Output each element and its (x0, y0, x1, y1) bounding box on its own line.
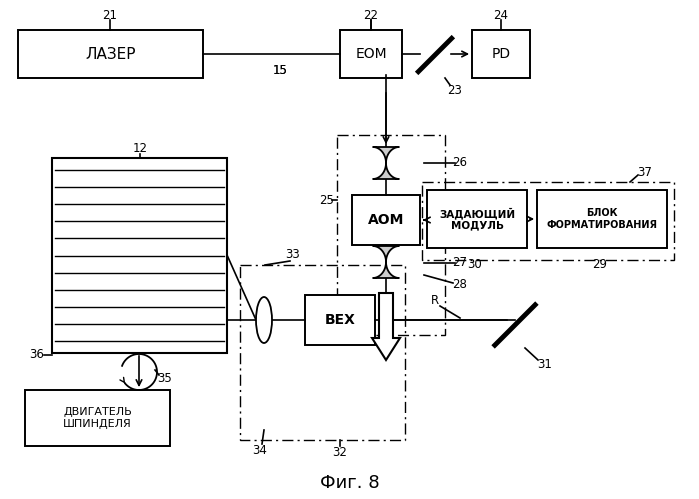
Ellipse shape (256, 297, 272, 343)
Text: ЗАДАЮЩИЙ
МОДУЛЬ: ЗАДАЮЩИЙ МОДУЛЬ (439, 207, 515, 231)
Text: Фиг. 8: Фиг. 8 (320, 474, 380, 492)
Bar (352, 195, 420, 245)
Text: 27: 27 (452, 256, 468, 269)
Text: 29: 29 (593, 258, 607, 271)
Text: 24: 24 (493, 8, 508, 21)
Text: 31: 31 (538, 358, 552, 371)
Text: BEX: BEX (324, 313, 355, 327)
Text: 30: 30 (468, 258, 482, 271)
Text: PD: PD (491, 47, 510, 61)
Polygon shape (373, 246, 399, 278)
Text: 33: 33 (286, 249, 301, 261)
Bar (305, 295, 375, 345)
Text: 15: 15 (273, 63, 287, 76)
Text: АОМ: АОМ (368, 213, 404, 227)
Text: 23: 23 (447, 83, 463, 96)
Bar (537, 190, 667, 248)
Polygon shape (373, 147, 399, 179)
Text: 26: 26 (452, 157, 468, 170)
Bar (472, 30, 530, 78)
Bar (52, 158, 227, 353)
Text: 37: 37 (637, 166, 652, 179)
Bar (18, 30, 203, 78)
Text: ЛАЗЕР: ЛАЗЕР (85, 46, 136, 61)
Text: 28: 28 (452, 278, 468, 291)
Bar (25, 390, 170, 446)
Bar (340, 30, 402, 78)
Bar (337, 135, 445, 335)
Text: R: R (431, 293, 439, 306)
Text: 35: 35 (158, 371, 173, 385)
Text: 36: 36 (29, 348, 45, 361)
Bar (427, 190, 527, 248)
Text: 12: 12 (133, 142, 147, 155)
Text: БЛОК
ФОРМАТИРОВАНИЯ: БЛОК ФОРМАТИРОВАНИЯ (547, 208, 658, 230)
Bar (240, 265, 405, 440)
Text: 21: 21 (103, 8, 117, 21)
Text: 15: 15 (273, 63, 287, 76)
Text: 22: 22 (363, 8, 378, 21)
Polygon shape (372, 293, 400, 360)
Text: 25: 25 (319, 194, 334, 207)
Text: ДВИГАТЕЛЬ
ШПИНДЕЛЯ: ДВИГАТЕЛЬ ШПИНДЕЛЯ (63, 407, 132, 429)
Text: 34: 34 (252, 444, 268, 457)
Text: ЕОМ: ЕОМ (355, 47, 387, 61)
Bar (422, 182, 674, 260)
Text: 32: 32 (333, 446, 347, 459)
